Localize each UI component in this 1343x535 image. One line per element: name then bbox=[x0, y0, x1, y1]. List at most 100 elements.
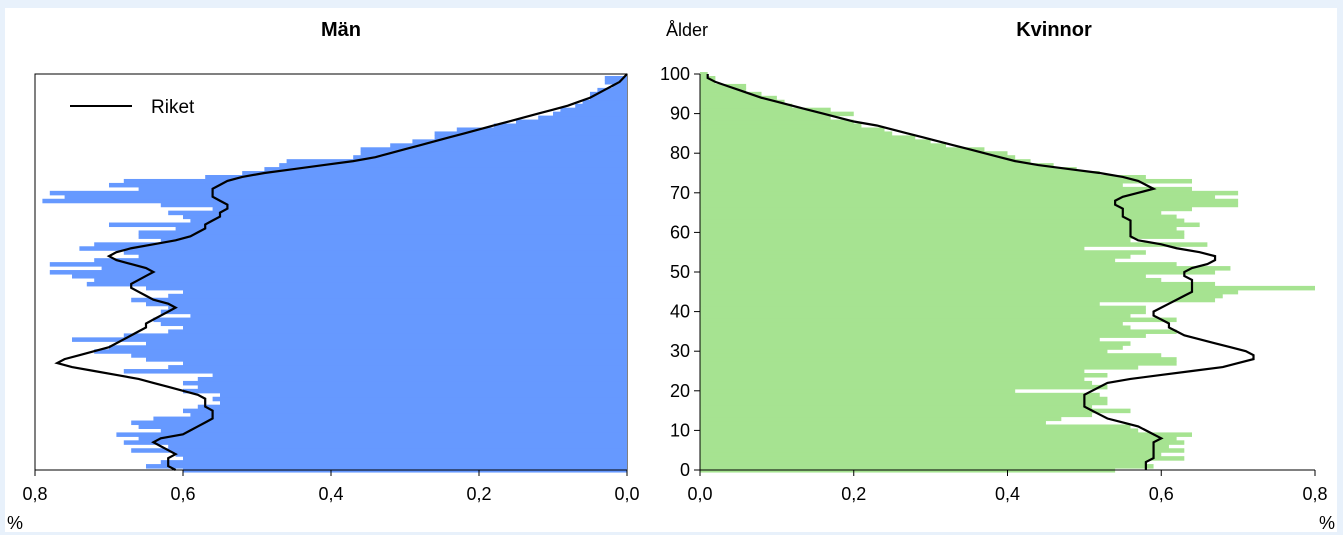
bar-men-age-19 bbox=[220, 392, 627, 398]
x-tick-label-women: 0,4 bbox=[995, 484, 1020, 504]
x-axis-men: 0,8 0,6 0,4 0,2 0,0 bbox=[22, 469, 640, 504]
x-tick-label-men: 0,0 bbox=[614, 484, 639, 504]
bar-women-age-87 bbox=[700, 123, 862, 129]
bar-women-age-27 bbox=[700, 361, 1177, 366]
bar-men-age-81 bbox=[360, 147, 627, 152]
bar-men-age-52 bbox=[49, 262, 628, 267]
bar-women-age-85 bbox=[700, 131, 893, 136]
bar-women-age-4 bbox=[700, 452, 1162, 457]
bar-women-age-15 bbox=[700, 408, 1131, 414]
bar-women-age-61 bbox=[700, 226, 1177, 231]
bar-men-age-6 bbox=[168, 444, 627, 449]
bar-men-age-42 bbox=[146, 301, 627, 307]
age-tick-label: 50 bbox=[670, 262, 690, 282]
age-tick-label: 20 bbox=[670, 381, 690, 401]
bar-women-age-10 bbox=[700, 428, 1139, 433]
bar-women-age-56 bbox=[700, 246, 1085, 251]
bar-men-age-23 bbox=[197, 376, 628, 382]
bar-women-age-21 bbox=[700, 384, 1108, 390]
bar-men-age-15 bbox=[183, 408, 627, 414]
bar-women-age-60 bbox=[700, 230, 1185, 235]
bar-men-age-35 bbox=[168, 329, 627, 334]
x-tick-label-men: 0,8 bbox=[22, 484, 47, 504]
legend: Riket bbox=[70, 97, 195, 118]
bar-men-age-74 bbox=[205, 175, 627, 180]
age-tick-label: 100 bbox=[660, 64, 690, 84]
legend-label-riket: Riket bbox=[151, 97, 195, 118]
bar-women-age-100 bbox=[700, 72, 708, 77]
bar-men-age-34 bbox=[123, 333, 628, 338]
bar-women-age-79 bbox=[700, 155, 1016, 160]
bar-women-age-9 bbox=[700, 432, 1192, 437]
bar-women-age-49 bbox=[700, 274, 1146, 279]
bar-women-age-78 bbox=[700, 159, 1031, 164]
bar-men-age-85 bbox=[434, 131, 627, 136]
bar-women-age-54 bbox=[700, 254, 1131, 259]
bar-women-age-36 bbox=[700, 325, 1131, 330]
bar-women-age-45 bbox=[700, 289, 1239, 295]
bar-men-age-47 bbox=[86, 281, 628, 287]
bar-men-age-16 bbox=[197, 404, 628, 410]
bar-men-age-78 bbox=[286, 159, 627, 164]
bar-women-age-96 bbox=[700, 87, 747, 93]
bar-men-age-90 bbox=[553, 111, 627, 117]
bar-men-age-66 bbox=[212, 206, 627, 212]
bar-men-age-82 bbox=[390, 143, 627, 148]
bar-men-age-79 bbox=[353, 155, 627, 160]
bar-men-age-49 bbox=[72, 274, 627, 279]
bar-women-age-1 bbox=[700, 464, 1154, 469]
bar-women-age-84 bbox=[700, 135, 916, 140]
title-women: Kvinnor bbox=[1016, 19, 1092, 41]
bar-men-age-75 bbox=[242, 171, 627, 176]
chart-frame: 0,8 0,6 0,4 0,2 0,0 Män Riket % Ålder 0 10 20 3… bbox=[5, 8, 1337, 532]
bar-men-age-7 bbox=[123, 440, 628, 445]
bar-women-age-53 bbox=[700, 258, 1116, 263]
bar-men-age-63 bbox=[190, 218, 627, 224]
bar-men-age-40 bbox=[160, 309, 628, 315]
bar-men-age-29 bbox=[131, 353, 627, 358]
bar-men-age-86 bbox=[456, 127, 627, 132]
bar-women-age-91 bbox=[700, 107, 831, 113]
bar-men-age-39 bbox=[190, 313, 627, 319]
bar-men-age-94 bbox=[590, 95, 627, 101]
bar-men-age-51 bbox=[101, 266, 628, 271]
bar-men-age-96 bbox=[597, 87, 627, 93]
bar-women-age-47 bbox=[700, 281, 1216, 287]
bar-women-age-69 bbox=[700, 194, 1216, 200]
bar-men-age-38 bbox=[153, 317, 627, 323]
bar-women-age-31 bbox=[700, 345, 1123, 350]
bar-women-age-66 bbox=[700, 206, 1192, 212]
bar-men-age-5 bbox=[131, 448, 627, 453]
bar-women-age-55 bbox=[700, 250, 1146, 255]
x-unit-women: % bbox=[1319, 513, 1335, 532]
bar-men-age-14 bbox=[190, 412, 627, 418]
bar-men-age-83 bbox=[412, 139, 627, 144]
bar-women-age-94 bbox=[700, 95, 777, 101]
bar-women-age-86 bbox=[700, 127, 885, 132]
age-axis-label: Ålder bbox=[666, 20, 708, 40]
bar-women-age-17 bbox=[700, 400, 1108, 406]
bar-men-age-62 bbox=[109, 222, 627, 228]
bar-women-age-37 bbox=[700, 321, 1123, 327]
bar-women-age-5 bbox=[700, 448, 1185, 453]
x-axis-women: 0,0 0,2 0,4 0,6 0,8 bbox=[687, 74, 1328, 504]
bar-men-age-92 bbox=[575, 103, 627, 109]
bar-men-age-11 bbox=[138, 424, 627, 429]
bar-men-age-65 bbox=[168, 210, 627, 216]
bar-women-age-90 bbox=[700, 111, 854, 117]
bar-women-age-16 bbox=[700, 404, 1093, 410]
bar-women-age-6 bbox=[700, 444, 1169, 449]
bars-women bbox=[700, 72, 1315, 473]
bar-women-age-41 bbox=[700, 305, 1146, 311]
bar-men-age-95 bbox=[590, 91, 627, 97]
bar-women-age-93 bbox=[700, 99, 785, 105]
bar-women-age-32 bbox=[700, 341, 1131, 346]
age-tick-label: 90 bbox=[670, 104, 690, 124]
bar-men-age-20 bbox=[183, 388, 627, 394]
bar-women-age-97 bbox=[700, 83, 747, 89]
bar-women-age-72 bbox=[700, 182, 1123, 188]
age-axis: Ålder 0 10 20 30 40 50 60 70 80 90 100 bbox=[660, 20, 708, 480]
bar-men-age-27 bbox=[183, 361, 627, 366]
bar-men-age-45 bbox=[183, 289, 627, 295]
bar-women-age-52 bbox=[700, 262, 1177, 267]
